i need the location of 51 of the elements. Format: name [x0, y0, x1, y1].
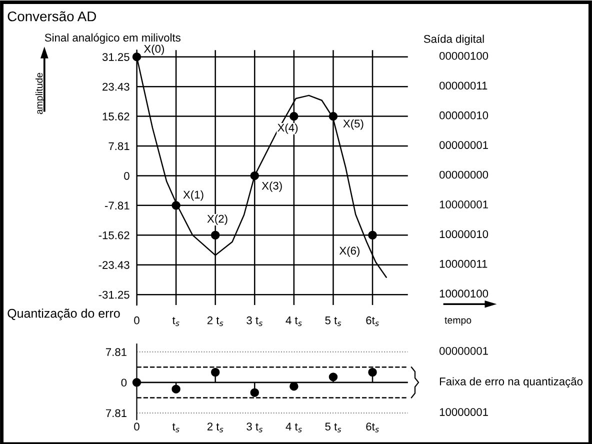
y-tick-label: 7.81: [106, 409, 126, 418]
text: 00000100: [440, 52, 488, 60]
x-tick-label: 2 t$_{s}$: [207, 422, 224, 432]
x-tick-label: 3 t$_{s}$: [246, 316, 263, 326]
text: 10000001: [440, 408, 488, 416]
annotation: X(5): [343, 119, 364, 130]
x-tick-label: 4 t$_{s}$: [286, 422, 302, 432]
text: 10000001: [440, 200, 488, 208]
y-tick-label: 31.25: [102, 53, 130, 61]
x-tick-label: 4 t$_{s}$: [286, 316, 302, 326]
annotation: X(3): [262, 182, 282, 192]
y-tick-label: 15.62: [102, 112, 130, 120]
y2-axis-title: Saída digital: [424, 34, 484, 46]
text: 10000010: [440, 230, 488, 238]
y-tick-label: -23.43: [98, 261, 130, 269]
x-tick-label: 6t$_{s}$: [366, 422, 379, 432]
x-tick-label: t$_{s}$: [172, 316, 180, 326]
text: 00000011: [440, 82, 488, 90]
annotation: X(1): [183, 190, 204, 201]
text: Faixa de erro na quantização: [440, 377, 583, 388]
chart-title: Conversão AD: [8, 11, 96, 22]
annotation: X(0): [144, 44, 164, 55]
annotation: X(2): [207, 214, 228, 225]
text: 00000000: [440, 170, 488, 179]
x-tick-label: 5 t$_{s}$: [325, 316, 342, 326]
y-tick-label: -7.81: [104, 202, 130, 210]
text: 10000100: [440, 290, 488, 298]
y-tick-label: 23.43: [102, 82, 130, 91]
x-tick-label: 0: [134, 422, 140, 431]
y-tick-label: 7.81: [108, 142, 130, 150]
y-tick-label: -15.62: [98, 231, 130, 240]
x-tick-label: 2 t$_{s}$: [207, 316, 224, 326]
x-tick-label: 0: [134, 316, 140, 324]
annotation: X(4): [278, 124, 298, 134]
x-tick-label: 5 t$_{s}$: [325, 422, 342, 432]
annotation: X(6): [339, 246, 360, 257]
x-axis-title: tempo: [444, 317, 472, 326]
y-tick-label: 0: [121, 378, 127, 387]
y-tick-label: 7.81: [106, 348, 126, 356]
x-tick-label: 3 t$_{s}$: [246, 422, 263, 432]
text: 00000001: [440, 141, 488, 149]
text: 00000010: [440, 111, 488, 120]
y-axis-title: amplitude: [36, 72, 45, 114]
chart-subtitle: Sinal analógico em milivolts: [44, 33, 180, 44]
y-tick-label: -31.25: [98, 290, 130, 299]
x-tick-label: t$_{s}$: [172, 423, 180, 432]
y-tick-label: 0: [124, 172, 130, 180]
text: 10000011: [440, 260, 488, 268]
text: 00000001: [440, 346, 488, 355]
chart-title: Quantização do erro: [8, 308, 120, 320]
x-tick-label: 6t$_{s}$: [366, 316, 379, 326]
